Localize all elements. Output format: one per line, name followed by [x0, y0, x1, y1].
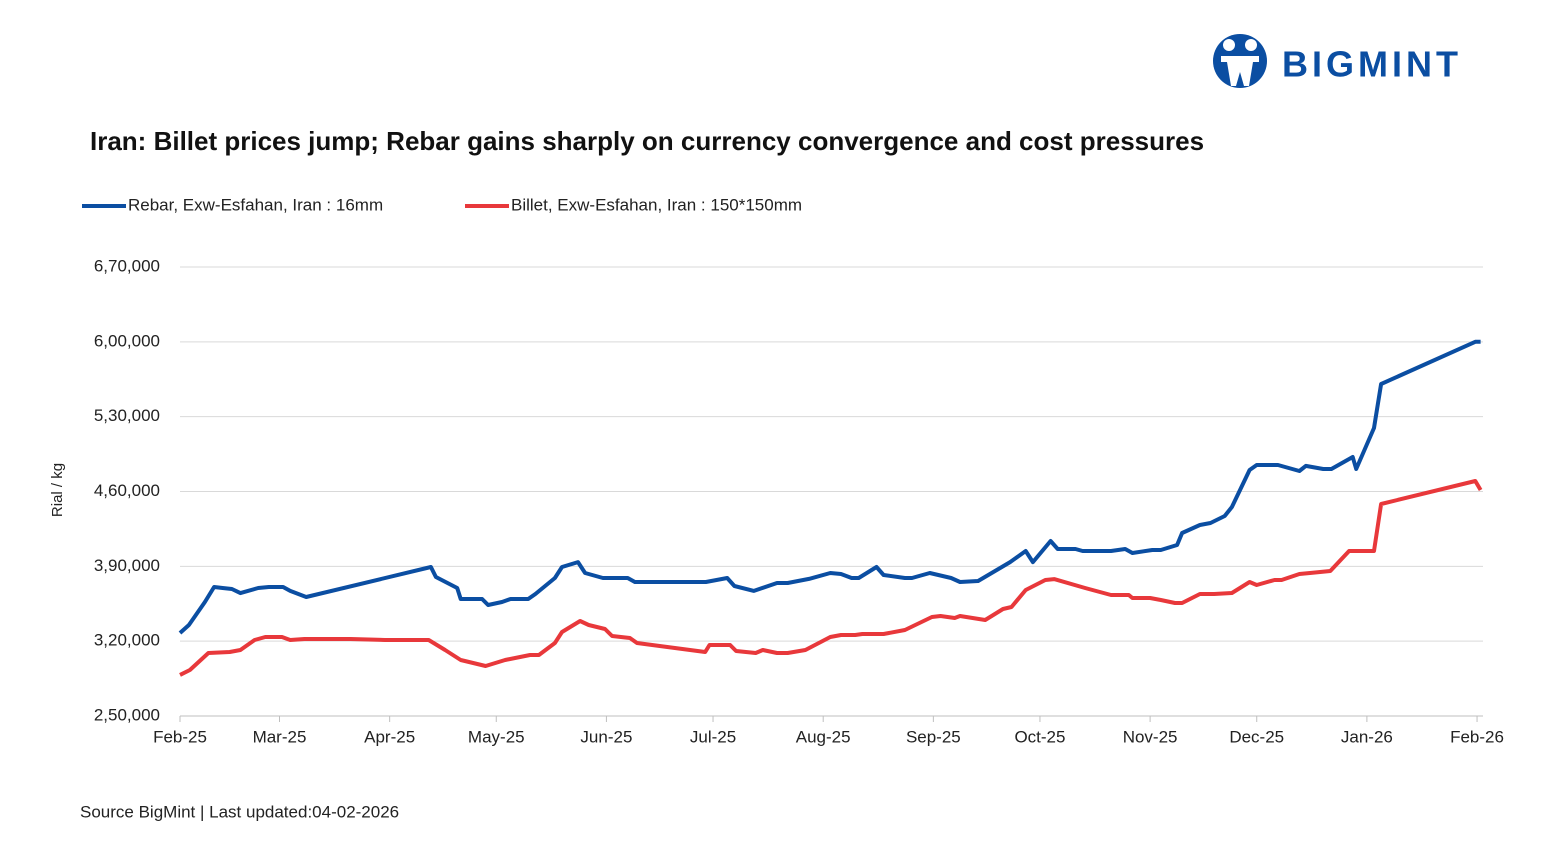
y-tick-label: 3,20,000	[94, 631, 160, 650]
x-tick-label: Jan-26	[1341, 727, 1393, 746]
y-axis-label: Rial / kg	[49, 463, 66, 517]
y-tick-label: 5,30,000	[94, 406, 160, 425]
logo-text: BIGMINT	[1282, 44, 1462, 85]
data-line	[179, 479, 1483, 677]
y-tick-label: 4,60,000	[94, 481, 160, 500]
x-tick-label: Oct-25	[1014, 727, 1065, 746]
legend-label: Rebar, Exw-Esfahan, Iran : 16mm	[128, 195, 383, 214]
x-tick-label: Nov-25	[1123, 727, 1178, 746]
y-tick-label: 6,00,000	[94, 331, 160, 350]
x-tick-label: Jun-25	[580, 727, 632, 746]
y-tick-label: 3,90,000	[94, 556, 160, 575]
x-tick-label: May-25	[468, 727, 525, 746]
x-tick-label: Feb-26	[1450, 727, 1504, 746]
logo-icon	[1213, 34, 1267, 88]
y-tick-label: 2,50,000	[94, 705, 160, 724]
x-tick-label: Feb-25	[153, 727, 207, 746]
x-tick-label: Jul-25	[690, 727, 736, 746]
x-tick-label: Sep-25	[906, 727, 961, 746]
source-note: Source BigMint | Last updated:04-02-2026	[80, 802, 399, 821]
chart-title: Iran: Billet prices jump; Rebar gains sh…	[90, 126, 1204, 156]
legend-label: Billet, Exw-Esfahan, Iran : 150*150mm	[511, 195, 802, 214]
x-tick-label: Aug-25	[796, 727, 851, 746]
x-tick-label: Mar-25	[253, 727, 307, 746]
x-tick-label: Apr-25	[364, 727, 415, 746]
x-tick-label: Dec-25	[1229, 727, 1284, 746]
y-tick-label: 6,70,000	[94, 256, 160, 275]
data-line	[178, 339, 1481, 635]
